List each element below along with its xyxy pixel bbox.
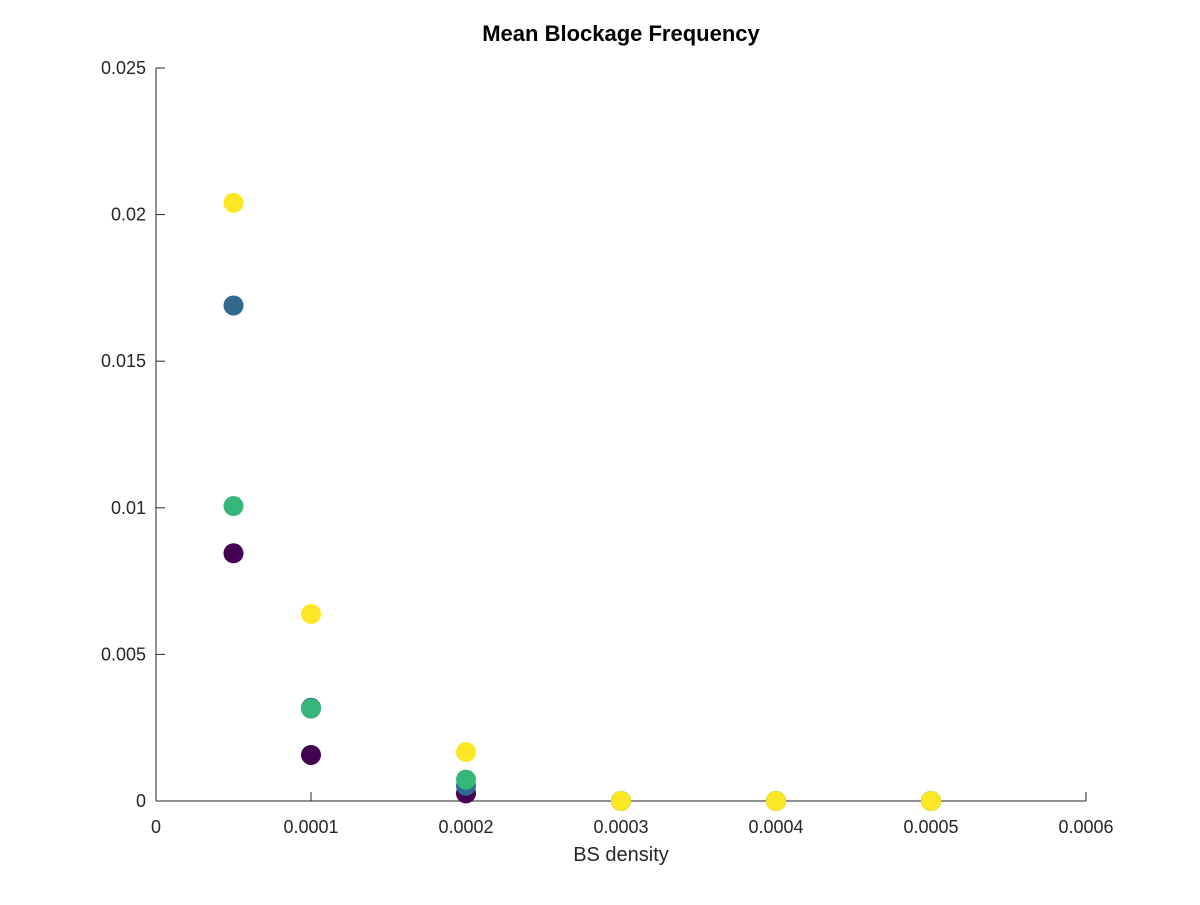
data-point [301,603,321,624]
data-point [223,496,244,517]
series-2 [223,295,941,811]
data-point [766,791,786,811]
axes: 0 0.0001 0.0002 0.0003 0.0004 0.0005 0.0006 0 0.… [101,58,1114,837]
x-tick-label: 0.0004 [748,817,803,837]
data-point [611,791,631,811]
data-point [301,698,321,719]
series-1 [223,543,941,811]
data-point [223,295,244,316]
y-tick-label: 0.025 [101,58,146,78]
x-tick-label: 0.0001 [283,817,338,837]
series-3 [223,496,941,811]
chart-title: Mean Blockage Frequency [482,21,760,46]
x-tick-label: 0.0002 [438,817,493,837]
x-tick-label: 0.0006 [1058,817,1113,837]
y-tick-label: 0 [136,791,146,811]
data-point [456,742,476,763]
y-tick-label: 0.01 [111,498,146,518]
y-tick-label: 0.005 [101,644,146,664]
data-point [301,744,321,765]
series-4 [223,192,941,811]
y-tick-label: 0.02 [111,205,146,225]
x-tick-label: 0.0005 [903,817,958,837]
data-point [223,192,244,213]
x-axis-label: BS density [573,844,669,866]
y-tick-label: 0.015 [101,351,146,371]
data-point [456,769,476,790]
x-tick-label: 0 [151,817,161,837]
data-point [921,791,941,811]
data-point [223,543,244,564]
data-points [223,192,941,811]
x-tick-label: 0.0003 [593,817,648,837]
